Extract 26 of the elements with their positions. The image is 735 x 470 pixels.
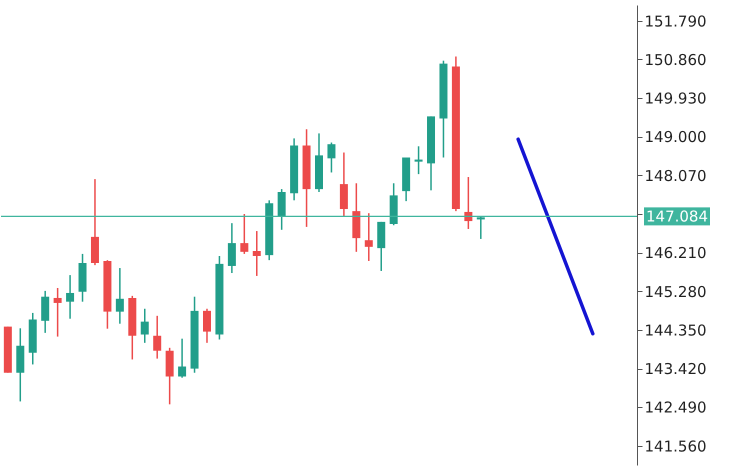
ref-line-label: 147.084 <box>646 207 708 226</box>
candlestick <box>66 274 74 320</box>
y-tick-label: 145.280 <box>644 282 707 301</box>
y-tick-label: 141.560 <box>644 437 707 456</box>
candlestick <box>364 212 373 262</box>
candlestick <box>252 230 261 277</box>
y-tick-label: 142.490 <box>644 398 707 417</box>
y-tick-label: 146.210 <box>644 244 707 262</box>
candlestick <box>178 338 186 378</box>
y-tick-label: 149.930 <box>644 90 707 108</box>
y-tick-label: 148.070 <box>644 166 707 185</box>
candlestick <box>54 287 62 338</box>
candlestick <box>140 308 149 344</box>
candlestick <box>476 216 485 240</box>
candlestick <box>228 222 236 274</box>
y-tick-label: 144.350 <box>644 321 707 340</box>
candlestick <box>202 308 211 344</box>
candlestick <box>327 142 336 174</box>
y-tick-label: 150.860 <box>644 50 707 69</box>
candlestick <box>240 213 248 255</box>
candlestick <box>153 315 162 360</box>
y-tick-label: 151.790 <box>644 12 707 30</box>
candlestick <box>414 146 423 175</box>
candlestick <box>116 267 124 324</box>
y-tick-label: 143.420 <box>644 360 707 378</box>
y-tick-label: 149.000 <box>644 128 707 146</box>
